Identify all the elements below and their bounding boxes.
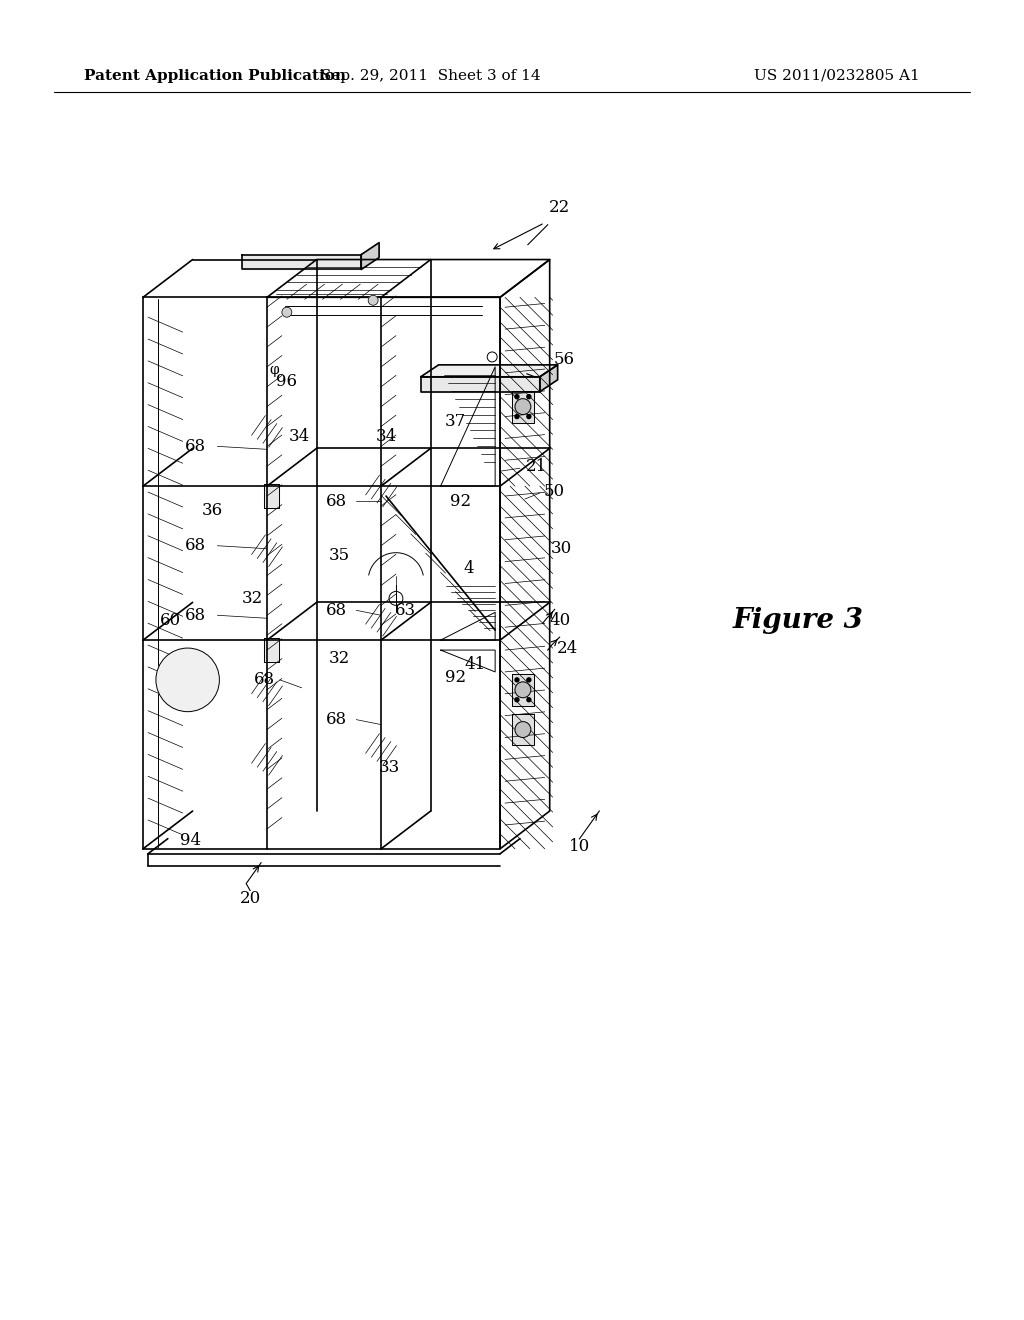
Polygon shape [512,391,534,422]
Polygon shape [421,364,558,376]
Text: 22: 22 [549,199,570,216]
Circle shape [515,395,519,399]
Polygon shape [264,638,279,663]
Polygon shape [540,364,558,392]
Text: 68: 68 [326,602,347,619]
Circle shape [515,722,530,738]
Text: 24: 24 [557,640,579,656]
Polygon shape [421,376,540,392]
Text: φ: φ [269,363,279,376]
Circle shape [527,698,530,702]
Text: 50: 50 [544,483,565,499]
Text: 68: 68 [254,672,274,688]
Text: 92: 92 [450,492,471,510]
Text: 21: 21 [526,458,548,475]
Text: 32: 32 [329,649,350,667]
Circle shape [515,399,530,414]
Text: Sep. 29, 2011  Sheet 3 of 14: Sep. 29, 2011 Sheet 3 of 14 [321,69,541,83]
Text: 94: 94 [180,833,201,849]
Text: 4: 4 [463,560,474,577]
Text: 36: 36 [202,503,223,520]
Circle shape [527,414,530,418]
Text: 68: 68 [326,711,347,729]
Text: 68: 68 [326,492,347,510]
Circle shape [527,395,530,399]
Text: 30: 30 [551,540,572,557]
Text: 32: 32 [242,590,263,607]
Polygon shape [243,255,361,269]
Text: 68: 68 [185,607,206,624]
Text: 92: 92 [444,669,466,686]
Circle shape [515,698,519,702]
Text: 96: 96 [276,374,297,391]
Text: Figure 3: Figure 3 [732,607,863,634]
Circle shape [282,308,292,317]
Text: 33: 33 [379,759,399,776]
Circle shape [515,682,530,698]
Circle shape [156,648,219,711]
Text: 63: 63 [395,602,417,619]
Circle shape [515,678,519,682]
Text: 40: 40 [549,611,570,628]
Text: 37: 37 [444,413,466,430]
Text: US 2011/0232805 A1: US 2011/0232805 A1 [755,69,921,83]
Text: 34: 34 [289,428,310,445]
Text: 41: 41 [465,656,486,673]
Text: 35: 35 [329,548,350,564]
Polygon shape [264,484,279,508]
Text: 10: 10 [568,838,590,855]
Text: 34: 34 [376,428,396,445]
Text: 68: 68 [185,537,206,554]
Polygon shape [512,675,534,706]
Text: 20: 20 [240,890,261,907]
Circle shape [369,296,378,305]
Polygon shape [512,714,534,746]
Text: 56: 56 [554,351,575,368]
Circle shape [515,414,519,418]
Text: 60: 60 [160,611,181,628]
Text: 68: 68 [185,438,206,455]
Circle shape [527,678,530,682]
Text: Patent Application Publication: Patent Application Publication [84,69,345,83]
Polygon shape [361,243,379,269]
